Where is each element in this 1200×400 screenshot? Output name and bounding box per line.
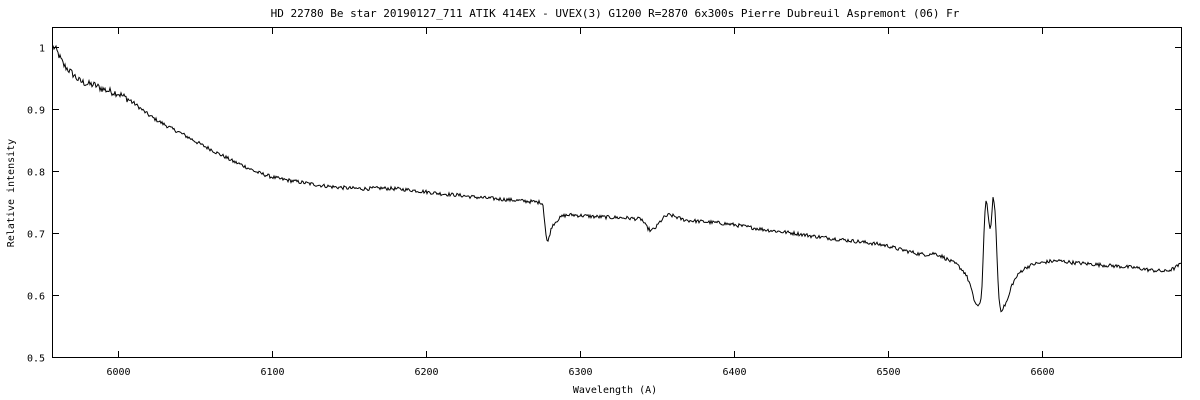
y-tick-label: 0.8 [27,168,45,179]
y-tick-label: 0.9 [27,106,45,117]
spectrum-line [52,44,1182,313]
x-tick-label: 6500 [876,367,900,378]
chart-title: HD 22780 Be star 20190127_711 ATIK 414EX… [271,7,960,20]
x-axis-label: Wavelength (A) [573,385,657,396]
y-tick-label: 1 [39,44,45,55]
x-tick-label: 6100 [260,367,284,378]
x-tick-label: 6400 [722,367,746,378]
x-axis: 6000 6100 6200 6300 6400 6500 6600 [106,28,1055,378]
y-axis-label: Relative intensity [6,139,17,247]
plot-frame [52,27,1182,358]
y-tick-label: 0.5 [27,354,45,365]
y-tick-label: 0.7 [27,230,45,241]
x-tick-label: 6200 [414,367,438,378]
x-tick-label: 6000 [106,367,130,378]
x-tick-label: 6300 [568,367,592,378]
y-axis: 0.5 0.6 0.7 0.8 0.9 1 [27,44,1181,365]
x-tick-label: 6600 [1030,367,1054,378]
y-tick-label: 0.6 [27,292,45,303]
